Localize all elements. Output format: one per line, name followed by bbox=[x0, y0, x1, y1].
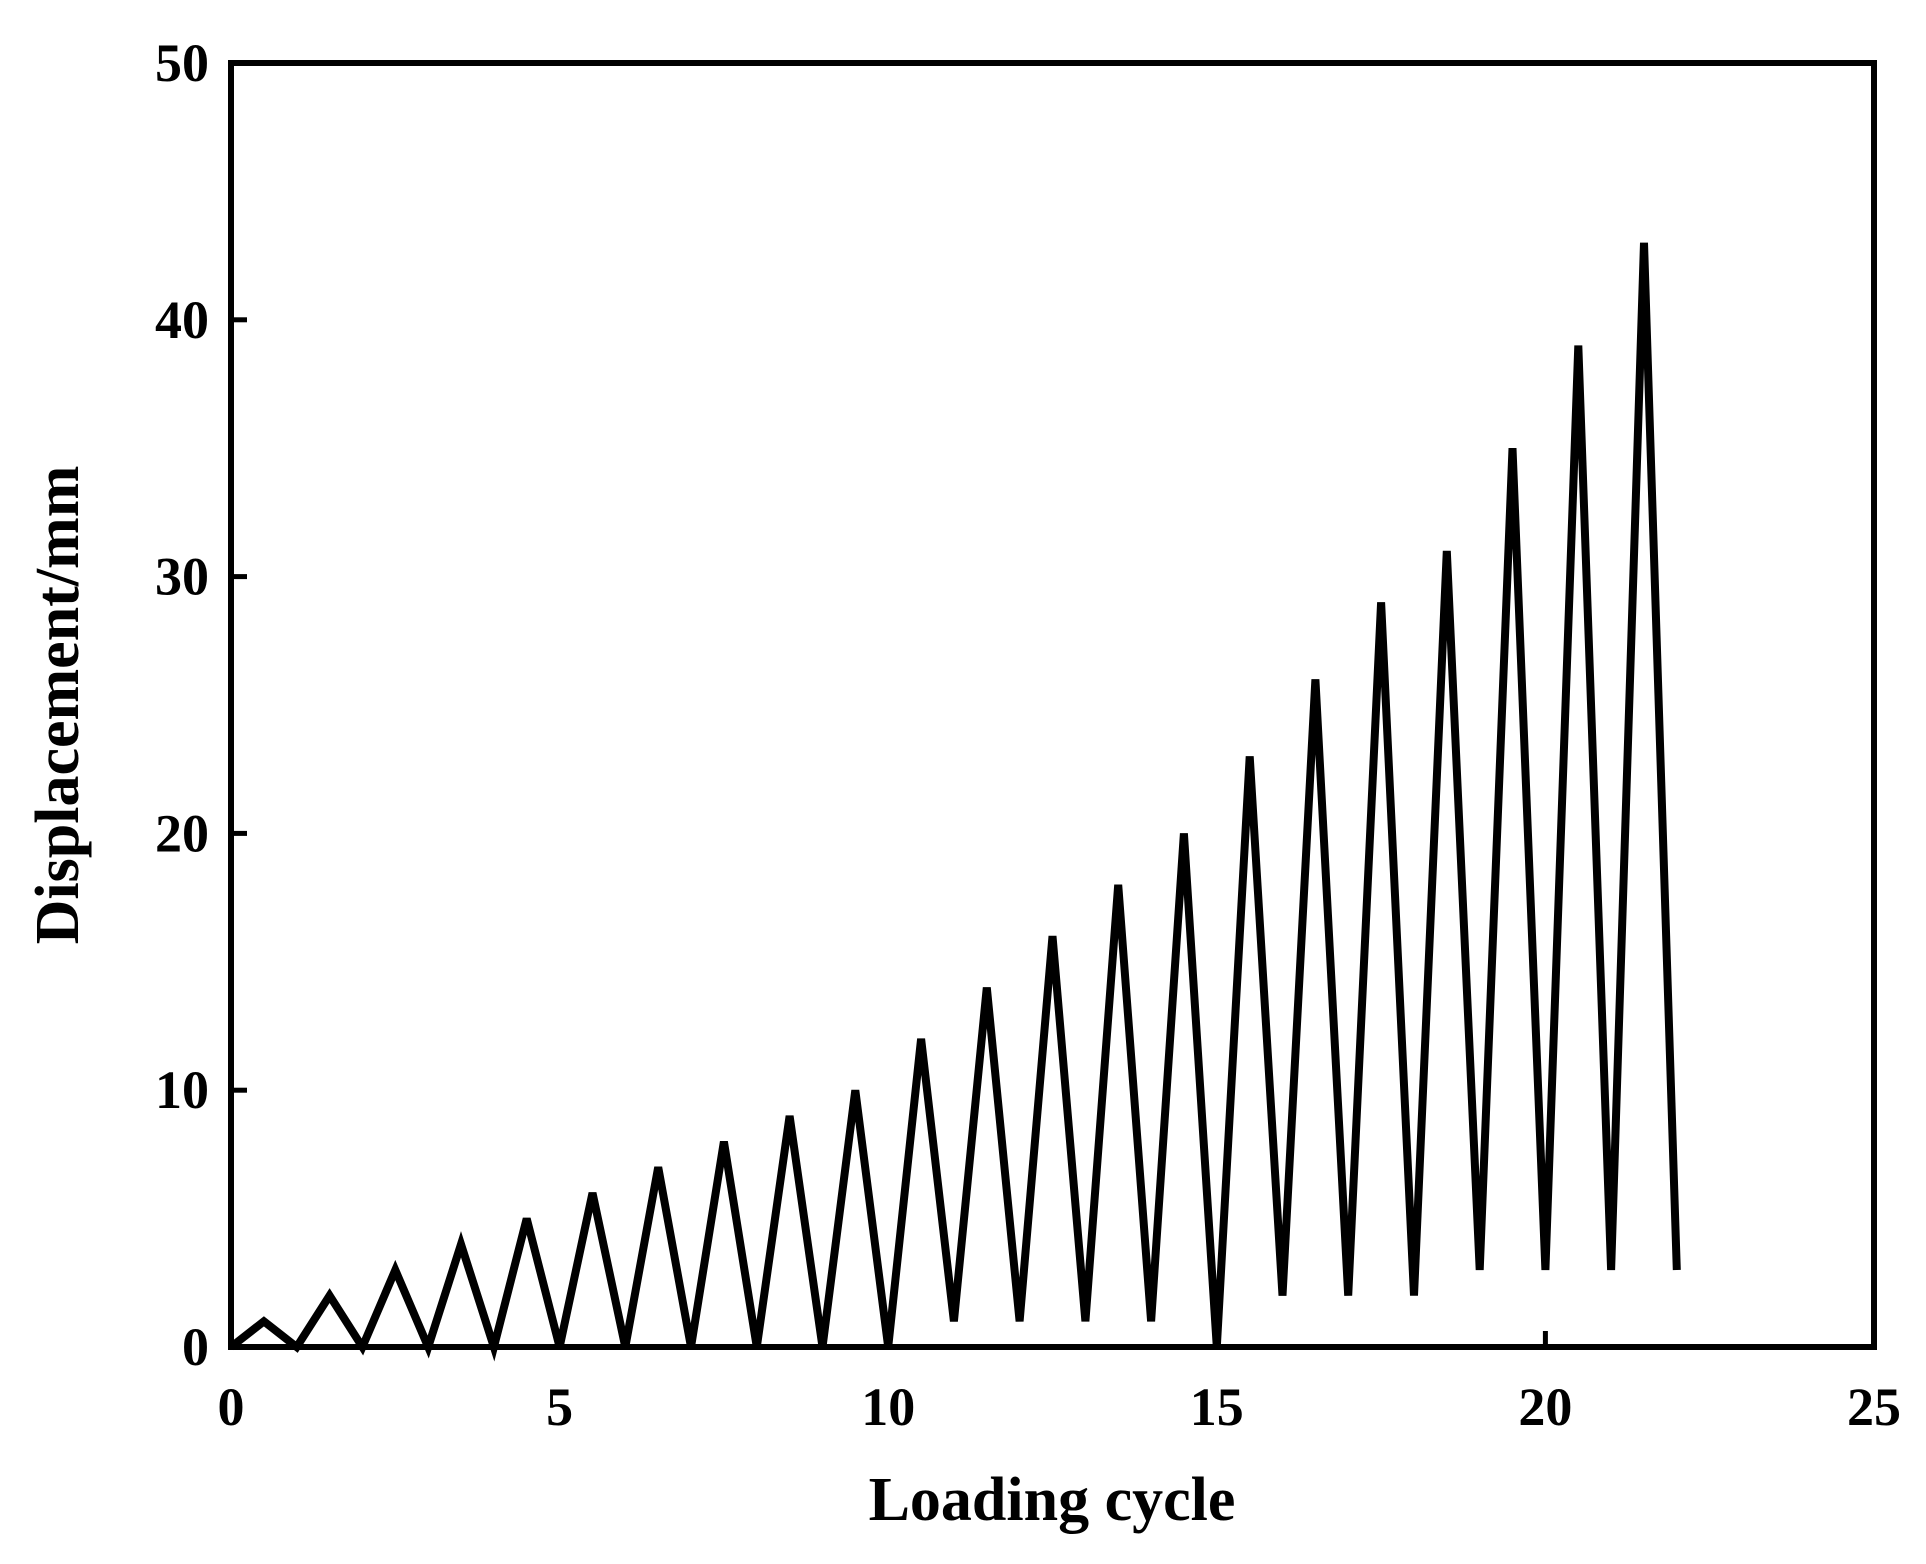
y-tick-label: 50 bbox=[155, 33, 209, 93]
x-tick-label: 0 bbox=[218, 1377, 245, 1437]
plot-frame bbox=[228, 60, 1877, 1350]
x-tick-label: 5 bbox=[546, 1377, 573, 1437]
x-tick-label: 10 bbox=[861, 1377, 915, 1437]
x-tick-label: 20 bbox=[1518, 1377, 1572, 1437]
y-tick-label: 10 bbox=[155, 1060, 209, 1120]
y-tick-label: 40 bbox=[155, 290, 209, 350]
y-tick-label: 20 bbox=[155, 803, 209, 863]
y-tick-label: 30 bbox=[155, 547, 209, 607]
y-tick-label: 0 bbox=[182, 1317, 209, 1377]
x-tick-label: 25 bbox=[1847, 1377, 1901, 1437]
x-tick-label: 15 bbox=[1190, 1377, 1244, 1437]
x-axis-label: Loading cycle bbox=[869, 1466, 1236, 1534]
y-axis-ticks: 0 10 20 30 40 50 bbox=[155, 33, 247, 1377]
series-layer bbox=[228, 242, 1681, 1362]
series-line bbox=[228, 242, 1681, 1362]
y-axis-label: Displacement/mm bbox=[24, 466, 92, 945]
